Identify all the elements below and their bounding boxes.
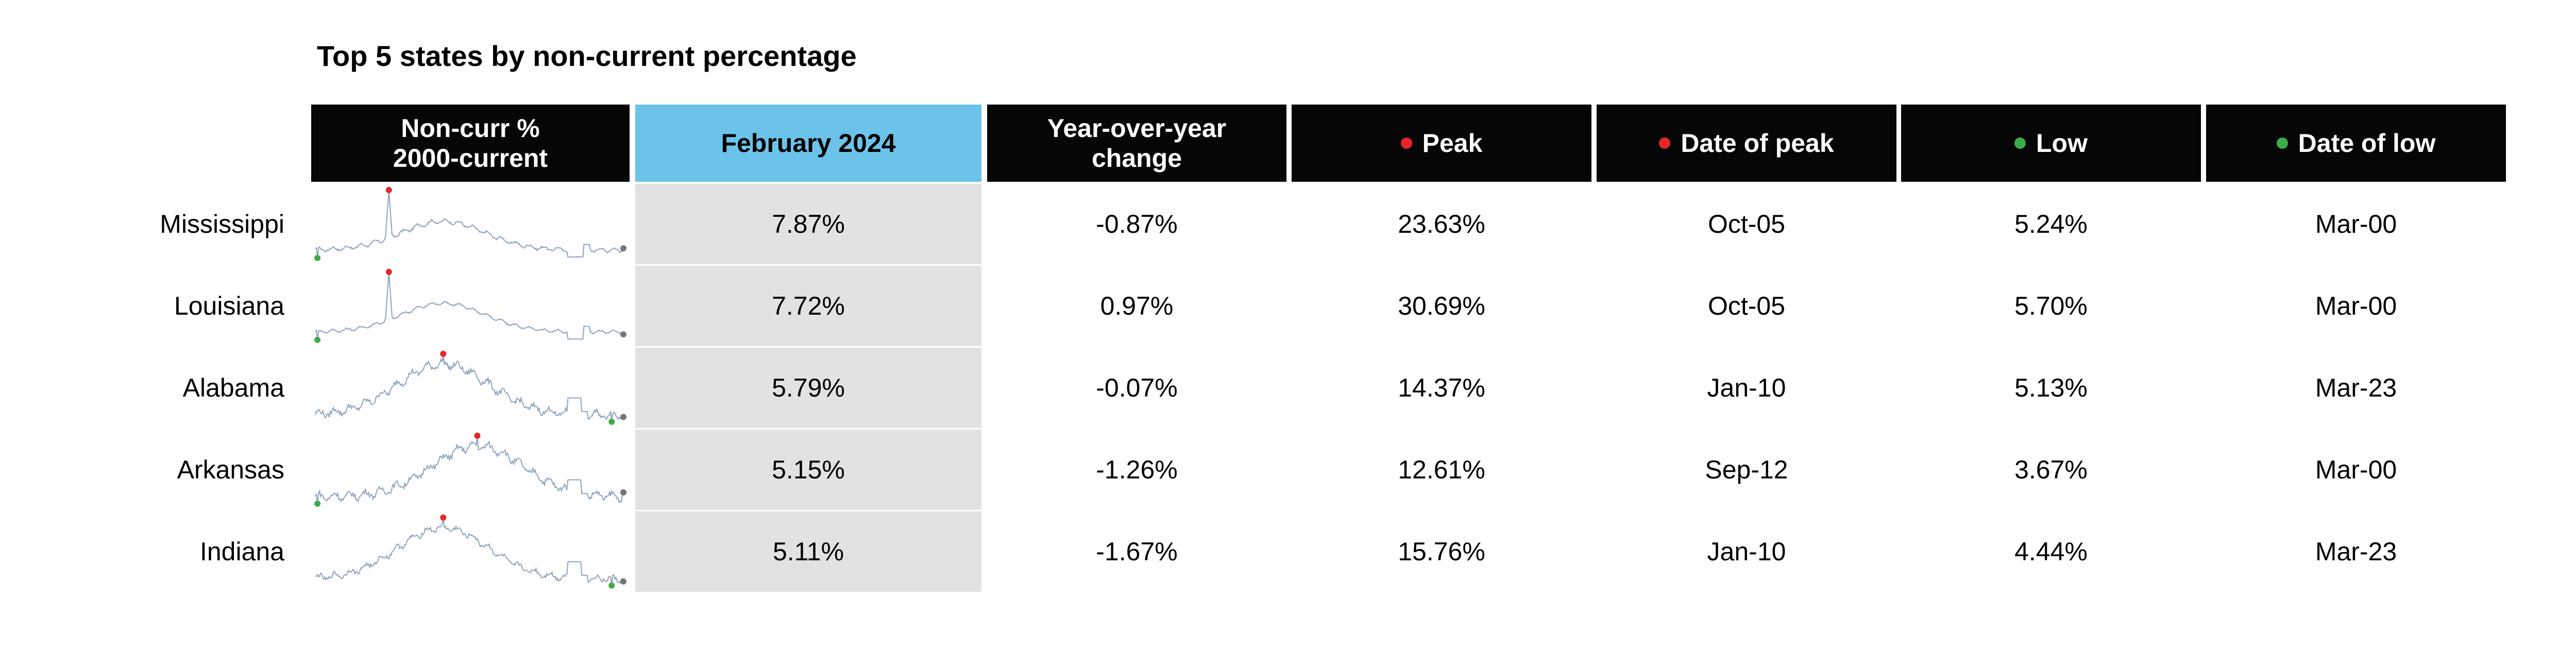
header-sparkline-line2: 2000-current bbox=[393, 144, 548, 173]
sparkline-line bbox=[315, 435, 624, 504]
header-feb-2024-label: February 2024 bbox=[721, 129, 896, 158]
low-value: 5.13% bbox=[2014, 373, 2088, 402]
sparkline-line bbox=[315, 353, 624, 422]
peak-date-value: Oct-05 bbox=[1707, 291, 1786, 320]
feb-2024-value: 7.87% bbox=[635, 184, 981, 264]
peak-marker bbox=[474, 433, 481, 439]
header-peak-date-label: Date of peak bbox=[1681, 129, 1834, 158]
end-marker bbox=[620, 414, 626, 420]
low-date-dot-icon bbox=[2276, 138, 2288, 149]
header-low-date: Date of low bbox=[2206, 105, 2506, 182]
low-marker bbox=[314, 337, 321, 343]
sparkline-3 bbox=[314, 433, 626, 507]
header-feb-2024: February 2024 bbox=[635, 105, 981, 182]
header-peak-date: Date of peak bbox=[1597, 105, 1896, 182]
state-label: Mississippi bbox=[160, 210, 284, 238]
yoy-change-value: -1.26% bbox=[1096, 455, 1178, 484]
end-marker bbox=[620, 331, 626, 338]
yoy-change-value: -0.07% bbox=[1096, 373, 1178, 402]
peak-value: 12.61% bbox=[1398, 455, 1485, 484]
feb-2024-value: 7.72% bbox=[635, 266, 981, 346]
low-marker bbox=[608, 582, 615, 589]
low-date-value: Mar-00 bbox=[2315, 210, 2397, 238]
peak-marker bbox=[385, 269, 392, 275]
low-date-value: Mar-00 bbox=[2315, 291, 2397, 320]
peak-value: 30.69% bbox=[1398, 291, 1485, 320]
peak-value: 23.63% bbox=[1398, 210, 1485, 238]
end-marker bbox=[620, 245, 626, 252]
low-marker bbox=[608, 419, 615, 425]
low-date-value: Mar-23 bbox=[2315, 537, 2397, 566]
header-yoy-line2: change bbox=[1091, 144, 1182, 173]
peak-date-value: Jan-10 bbox=[1707, 537, 1786, 566]
sparkline-4 bbox=[315, 514, 626, 589]
peak-date-value: Sep-12 bbox=[1705, 455, 1788, 484]
peak-date-value: Oct-05 bbox=[1707, 210, 1786, 238]
state-label: Louisiana bbox=[174, 291, 284, 320]
feb-2024-value: 5.11% bbox=[635, 511, 981, 592]
peak-value: 15.76% bbox=[1398, 537, 1485, 566]
peak-dot-icon bbox=[1400, 138, 1412, 149]
state-label: Indiana bbox=[199, 537, 284, 566]
sparkline-line bbox=[315, 190, 624, 259]
low-marker bbox=[314, 255, 321, 261]
end-marker bbox=[620, 578, 626, 585]
peak-marker bbox=[440, 351, 447, 357]
low-value: 3.67% bbox=[2014, 455, 2088, 484]
low-date-value: Mar-00 bbox=[2315, 455, 2397, 484]
state-label: Arkansas bbox=[177, 455, 284, 484]
peak-date-dot-icon bbox=[1659, 138, 1671, 149]
sparkline-0 bbox=[314, 187, 626, 261]
peak-value: 14.37% bbox=[1398, 373, 1485, 402]
yoy-change-value: -1.67% bbox=[1096, 537, 1178, 566]
header-yoy: Year-over-year change bbox=[987, 105, 1286, 182]
end-marker bbox=[620, 489, 626, 496]
header-low-label: Low bbox=[2036, 129, 2088, 158]
feb-2024-value: 5.15% bbox=[635, 429, 981, 510]
sparkline-line bbox=[315, 517, 624, 586]
sparkline-line bbox=[315, 271, 624, 340]
header-sparkline-line1: Non-curr % bbox=[401, 114, 540, 143]
sparkline-2 bbox=[315, 351, 626, 425]
header-low-date-label: Date of low bbox=[2298, 129, 2436, 158]
low-marker bbox=[314, 501, 321, 507]
header-peak-label: Peak bbox=[1422, 129, 1483, 158]
state-label: Alabama bbox=[182, 373, 284, 402]
header-sparkline: Non-curr % 2000-current bbox=[311, 105, 630, 182]
yoy-change-value: 0.97% bbox=[1100, 291, 1174, 320]
feb-2024-value: 5.79% bbox=[635, 348, 981, 428]
peak-marker bbox=[385, 187, 392, 193]
low-dot-icon bbox=[2014, 138, 2026, 149]
sparkline-1 bbox=[314, 269, 626, 343]
yoy-change-value: -0.87% bbox=[1096, 210, 1178, 238]
low-value: 4.44% bbox=[2014, 537, 2088, 566]
low-value: 5.24% bbox=[2014, 210, 2088, 238]
header-low: Low bbox=[1901, 105, 2201, 182]
header-peak: Peak bbox=[1292, 105, 1591, 182]
header-yoy-line1: Year-over-year bbox=[1047, 114, 1227, 143]
low-date-value: Mar-23 bbox=[2315, 373, 2397, 402]
peak-marker bbox=[440, 514, 447, 521]
chart-title: Top 5 states by non-current percentage bbox=[317, 40, 857, 72]
low-value: 5.70% bbox=[2014, 291, 2088, 320]
peak-date-value: Jan-10 bbox=[1707, 373, 1786, 402]
